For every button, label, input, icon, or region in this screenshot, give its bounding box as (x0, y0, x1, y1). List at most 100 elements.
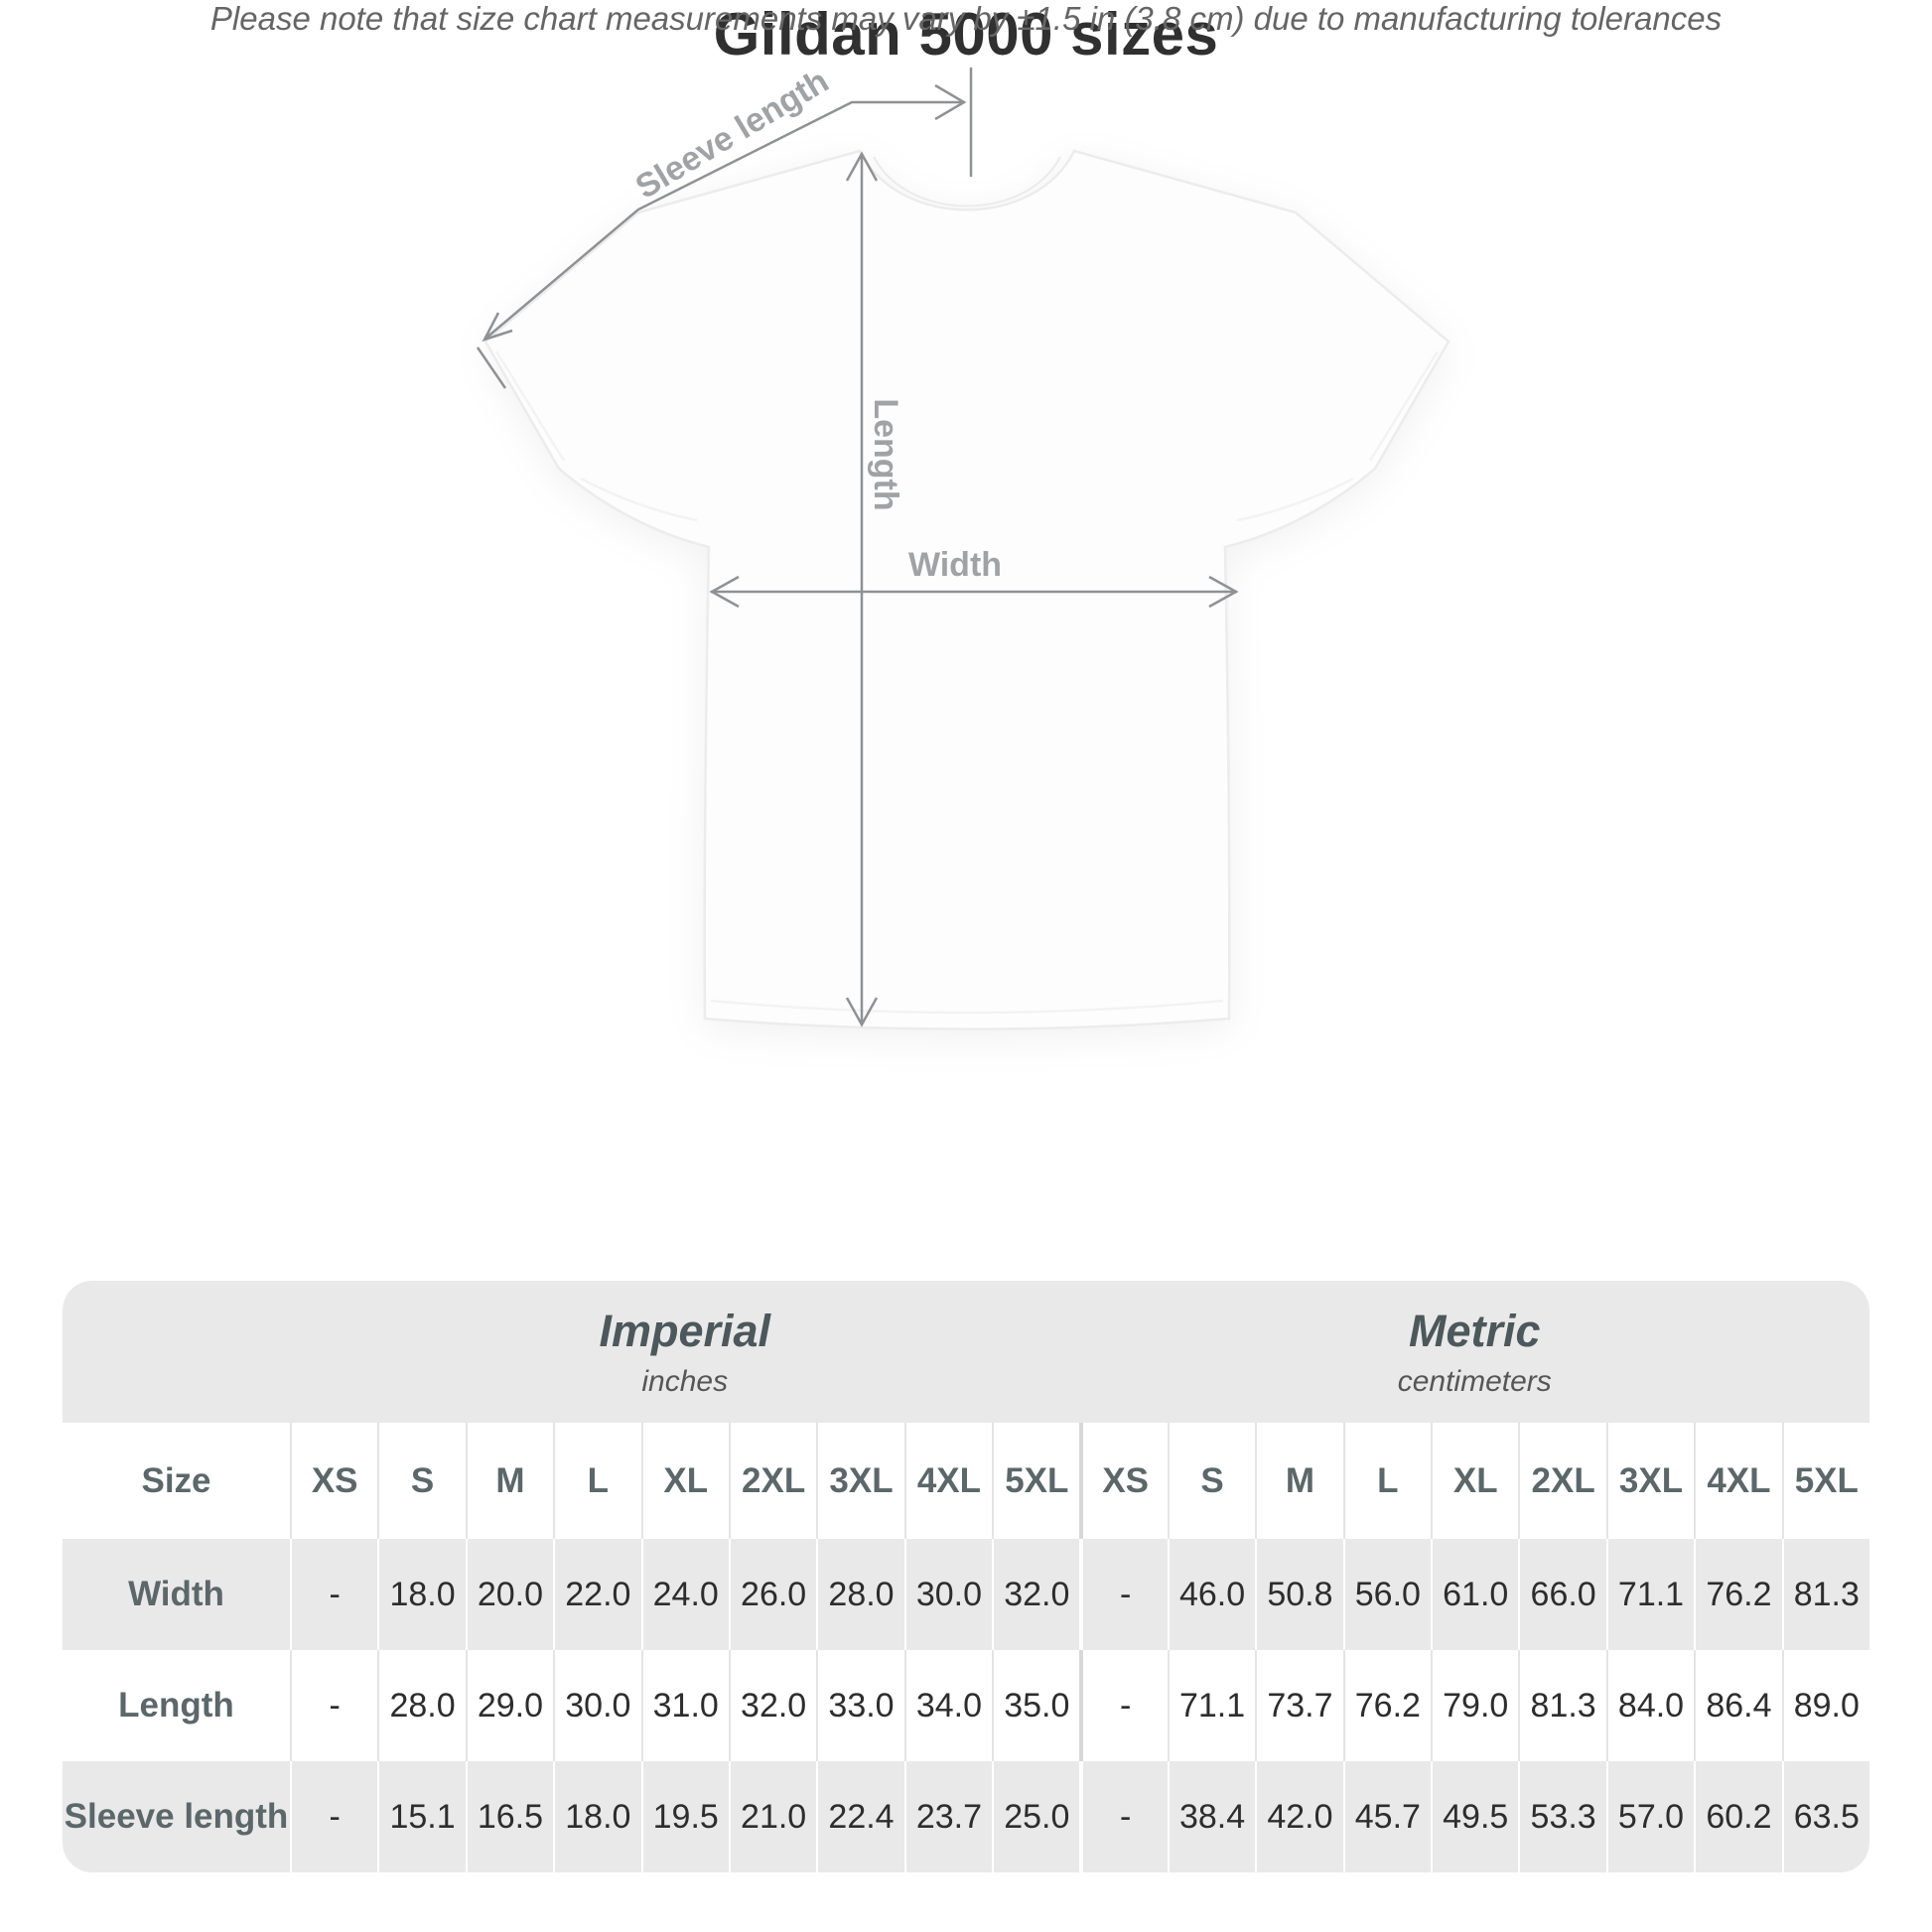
size-header-cell: 4XL (1694, 1423, 1781, 1539)
table-cell: 18.0 (553, 1761, 640, 1872)
table-cell: 61.0 (1431, 1539, 1518, 1650)
size-header-cell: M (465, 1423, 553, 1539)
metric-group-header: Metric centimeters (1080, 1281, 1870, 1423)
imperial-unit: inches (641, 1364, 729, 1398)
table-cell: 42.0 (1255, 1761, 1342, 1872)
table-cell: 30.0 (553, 1650, 640, 1761)
table-cell: 31.0 (640, 1650, 729, 1761)
table-cell: 50.8 (1255, 1539, 1342, 1650)
tolerance-note: Please note that size chart measurements… (209, 0, 1723, 37)
left-sleeve-hem-seam (494, 350, 566, 462)
length-arrowhead-bottom (845, 997, 879, 1028)
table-cell: 26.0 (728, 1539, 816, 1650)
table-cell: 32.0 (728, 1650, 816, 1761)
size-header-cell: 2XL (728, 1423, 816, 1539)
metric-label: Metric (1408, 1305, 1541, 1356)
size-header-cell: 3XL (1605, 1423, 1694, 1539)
right-underarm-fold (1236, 477, 1354, 522)
size-header-row: Size XS S M L XL 2XL 3XL 4XL 5XL XS S M … (63, 1423, 1869, 1539)
table-cell: 79.0 (1431, 1650, 1518, 1761)
table-cell: 60.2 (1694, 1761, 1781, 1872)
table-cell: 53.3 (1518, 1761, 1605, 1872)
table-cell: 81.3 (1518, 1650, 1605, 1761)
table-cell: 28.0 (377, 1650, 465, 1761)
table-cell: 73.7 (1255, 1650, 1342, 1761)
table-cell: 34.0 (903, 1650, 992, 1761)
table-cell: 24.0 (640, 1539, 729, 1650)
size-header-cell: 2XL (1518, 1423, 1605, 1539)
metric-unit: centimeters (1397, 1364, 1552, 1398)
tshirt-outline (483, 149, 1450, 1031)
sleeve-length-arrowhead-left (482, 312, 513, 343)
size-header-cell: XL (1431, 1423, 1518, 1539)
page-title: Gildan 5000 sizes (713, 1, 1219, 68)
table-cell: 28.0 (816, 1539, 903, 1650)
table-cell: - (290, 1539, 377, 1650)
hem-stitch (710, 999, 1224, 1015)
size-header-cell: 5XL (992, 1423, 1079, 1539)
length-label: Length (867, 398, 904, 510)
table-cell: - (1079, 1539, 1167, 1650)
table-cell: 29.0 (465, 1650, 553, 1761)
size-header-cell: S (377, 1423, 465, 1539)
table-cell: - (1079, 1761, 1167, 1872)
table-cell: 49.5 (1431, 1761, 1518, 1872)
table-cell: 63.5 (1781, 1761, 1869, 1872)
table-cell: - (1079, 1650, 1167, 1761)
table-cell: 22.0 (553, 1539, 640, 1650)
width-arrowhead-right (1208, 575, 1239, 609)
table-cell: - (290, 1650, 377, 1761)
imperial-label: Imperial (599, 1305, 771, 1356)
table-cell: 71.1 (1167, 1650, 1255, 1761)
size-header-cell: XL (640, 1423, 729, 1539)
table-cell: - (290, 1761, 377, 1872)
size-header-cell: XS (290, 1423, 377, 1539)
row-label: Length (118, 1686, 234, 1725)
table-cell: 18.0 (377, 1539, 465, 1650)
size-header-cell: 4XL (903, 1423, 992, 1539)
table-cell: 76.2 (1694, 1539, 1781, 1650)
size-header-cell: L (553, 1423, 640, 1539)
table-cell: 35.0 (992, 1650, 1079, 1761)
table-row-length: Length - 28.0 29.0 30.0 31.0 32.0 33.0 3… (63, 1650, 1869, 1761)
table-cell: 84.0 (1605, 1650, 1694, 1761)
table-cell: 57.0 (1605, 1761, 1694, 1872)
table-cell: 21.0 (728, 1761, 816, 1872)
table-cell: 19.5 (640, 1761, 729, 1872)
table-row-sleeve-length: Sleeve length - 15.1 16.5 18.0 19.5 21.0… (63, 1761, 1869, 1872)
table-row-width: Width - 18.0 20.0 22.0 24.0 26.0 28.0 30… (63, 1539, 1869, 1650)
table-cell: 46.0 (1167, 1539, 1255, 1650)
sleeve-length-line (484, 100, 961, 340)
table-cell: 71.1 (1605, 1539, 1694, 1650)
units-band: Imperial inches Metric centimeters (63, 1281, 1869, 1423)
tshirt-graphic (483, 149, 1450, 1031)
width-arrowhead-left (709, 575, 740, 609)
table-cell: 45.7 (1342, 1761, 1431, 1872)
table-cell: 66.0 (1518, 1539, 1605, 1650)
imperial-group-header: Imperial inches (290, 1281, 1080, 1423)
width-label: Width (908, 546, 1002, 584)
row-label: Sleeve length (64, 1797, 289, 1836)
size-col-header: Size (141, 1460, 211, 1500)
tshirt-measurement-diagram: Sleeve length Length Width (476, 62, 1450, 1031)
length-measure: Length (845, 151, 904, 1028)
sleeve-length-arrowhead-right (934, 83, 967, 121)
table-cell: 76.2 (1342, 1650, 1431, 1761)
right-sleeve-hem-seam (1368, 350, 1440, 462)
table-cell: 56.0 (1342, 1539, 1431, 1650)
width-measure: Width (709, 546, 1239, 609)
left-underarm-fold (580, 477, 698, 522)
row-label: Width (128, 1575, 224, 1613)
collar-seam (873, 156, 1061, 207)
table-cell: 23.7 (903, 1761, 992, 1872)
table-cell: 15.1 (377, 1761, 465, 1872)
length-arrowhead-top (845, 151, 879, 182)
table-cell: 22.4 (816, 1761, 903, 1872)
table-cell: 89.0 (1781, 1650, 1869, 1761)
size-header-cell: M (1255, 1423, 1342, 1539)
size-table: Imperial inches Metric centimeters Size … (63, 1281, 1869, 1872)
sleeve-end-tick (476, 346, 507, 389)
table-cell: 25.0 (992, 1761, 1079, 1872)
size-header-cell: XS (1079, 1423, 1167, 1539)
